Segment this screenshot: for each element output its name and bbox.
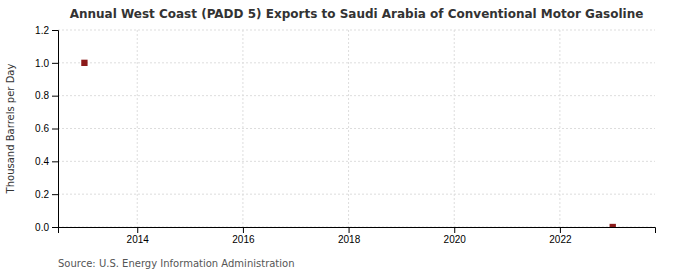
tick: 2020 <box>444 227 467 245</box>
tick: 0.8 <box>35 90 58 101</box>
tick-label: 2020 <box>444 234 467 245</box>
tick-mark <box>52 96 58 97</box>
tick-mark <box>560 227 561 233</box>
tick-mark <box>52 63 58 64</box>
tick-mark <box>454 227 455 233</box>
grid-line <box>348 30 349 227</box>
tick-label: 0.8 <box>35 90 49 101</box>
grid-line <box>58 30 655 31</box>
points <box>81 60 616 227</box>
grid-line <box>58 128 655 129</box>
tick-mark <box>52 129 58 130</box>
tick: 1.2 <box>35 25 58 36</box>
tick: 2022 <box>549 227 572 245</box>
tick-label: 2022 <box>549 234 572 245</box>
tick-label: 2014 <box>127 234 150 245</box>
title: Annual West Coast (PADD 5) Exports to Sa… <box>70 7 644 21</box>
tick: 0.2 <box>35 189 58 200</box>
axis-line <box>59 228 656 234</box>
chart: 2014 2016 2018 2020 2022 0.0 0.2 0.4 0.6 0.8 1.0 1.… <box>0 0 675 275</box>
tick-mark <box>137 227 138 233</box>
grid-line <box>58 62 655 63</box>
source: Source: U.S. Energy Information Administ… <box>58 258 295 269</box>
grid-line <box>58 161 655 162</box>
tick: 0.4 <box>35 156 58 167</box>
grid <box>58 30 655 227</box>
tick-label: 2018 <box>338 234 361 245</box>
y-axis: 0.0 0.2 0.4 0.6 0.8 1.0 1.2 <box>35 25 58 233</box>
tick-label: 0.2 <box>35 189 49 200</box>
tick-label: 1.0 <box>35 58 49 69</box>
tick: 1.0 <box>35 58 58 69</box>
tick: 0.6 <box>35 123 58 134</box>
grid-line <box>58 95 655 96</box>
tick: 2016 <box>232 227 255 245</box>
tick-label: 0.0 <box>35 222 49 233</box>
x-axis: 2014 2016 2018 2020 2022 <box>59 227 656 245</box>
tick: 2014 <box>127 227 150 245</box>
axis-line <box>52 31 59 228</box>
tick-mark <box>52 194 58 195</box>
point <box>610 224 616 227</box>
tick-mark <box>52 227 58 228</box>
grid-line <box>137 30 138 227</box>
point <box>81 60 87 66</box>
tick-label: 0.6 <box>35 123 49 134</box>
tick-mark <box>52 161 58 162</box>
tick: 0.0 <box>35 222 58 233</box>
tick-mark <box>243 227 244 233</box>
tick-mark <box>349 227 350 233</box>
tick-label: 2016 <box>232 234 255 245</box>
tick-label: 1.2 <box>35 25 49 36</box>
grid-line <box>58 194 655 195</box>
tick-mark <box>52 30 58 31</box>
y-axis-title: Thousand Barrels per Day <box>5 64 16 195</box>
plot-area: 2014 2016 2018 2020 2022 0.0 0.2 0.4 0.6 0.8 1.0 1.… <box>35 25 655 245</box>
tick-label: 0.4 <box>35 156 49 167</box>
tick: 2018 <box>338 227 361 245</box>
